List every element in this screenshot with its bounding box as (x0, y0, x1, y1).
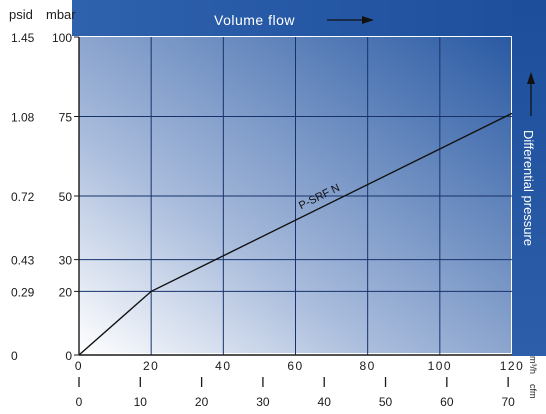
x-secondary-tick-label: 20 (195, 395, 209, 409)
top-band (72, 0, 546, 36)
y-axis-title: Differential pressure (521, 130, 536, 246)
y-tick-label-secondary: 0 (11, 349, 18, 363)
y-tick-label: 75 (59, 111, 73, 125)
x-tick-label: 100 (428, 359, 453, 373)
arrow-right-icon (327, 16, 374, 24)
y-tick-label: 100 (52, 31, 72, 45)
y-tick-label-secondary: 0.72 (11, 190, 35, 204)
y-tick-label: 50 (59, 190, 73, 204)
x-tick-label: 60 (287, 359, 303, 373)
y-tick-label-secondary: 1.08 (11, 111, 35, 125)
x-secondary-tick-label: 30 (256, 395, 270, 409)
y-tick-label: 20 (59, 285, 73, 299)
x-unit-primary: m³/h (528, 356, 538, 374)
y-tick-label-secondary: 0.43 (11, 254, 35, 268)
y-unit-secondary: mbar (46, 7, 76, 22)
y-tick-label-secondary: 1.45 (11, 31, 35, 45)
x-tick-label: 40 (215, 359, 231, 373)
y-unit-primary: psid (9, 7, 33, 22)
x-secondary-tick-label: 50 (379, 395, 393, 409)
x-tick-label: 80 (359, 359, 375, 373)
y-tick-label-secondary: 0.29 (11, 285, 35, 299)
x-tick-label: 20 (143, 359, 159, 373)
x-tick-label: 120 (500, 359, 525, 373)
x-axis-title: Volume flow (214, 12, 295, 28)
x-secondary-tick-label: 70 (501, 395, 515, 409)
x-secondary-tick-label: 60 (440, 395, 454, 409)
x-secondary-tick-label: 0 (76, 395, 83, 409)
series-line (78, 112, 513, 356)
right-band (512, 0, 546, 356)
x-secondary-tick-label: 10 (134, 395, 148, 409)
y-tick-label: 0 (65, 349, 72, 363)
x-secondary-tick-label: 40 (318, 395, 332, 409)
x-unit-secondary: cfm (528, 384, 538, 399)
arrow-up-icon (527, 72, 535, 116)
y-tick-label: 30 (59, 254, 73, 268)
x-tick-label: 0 (75, 359, 83, 373)
